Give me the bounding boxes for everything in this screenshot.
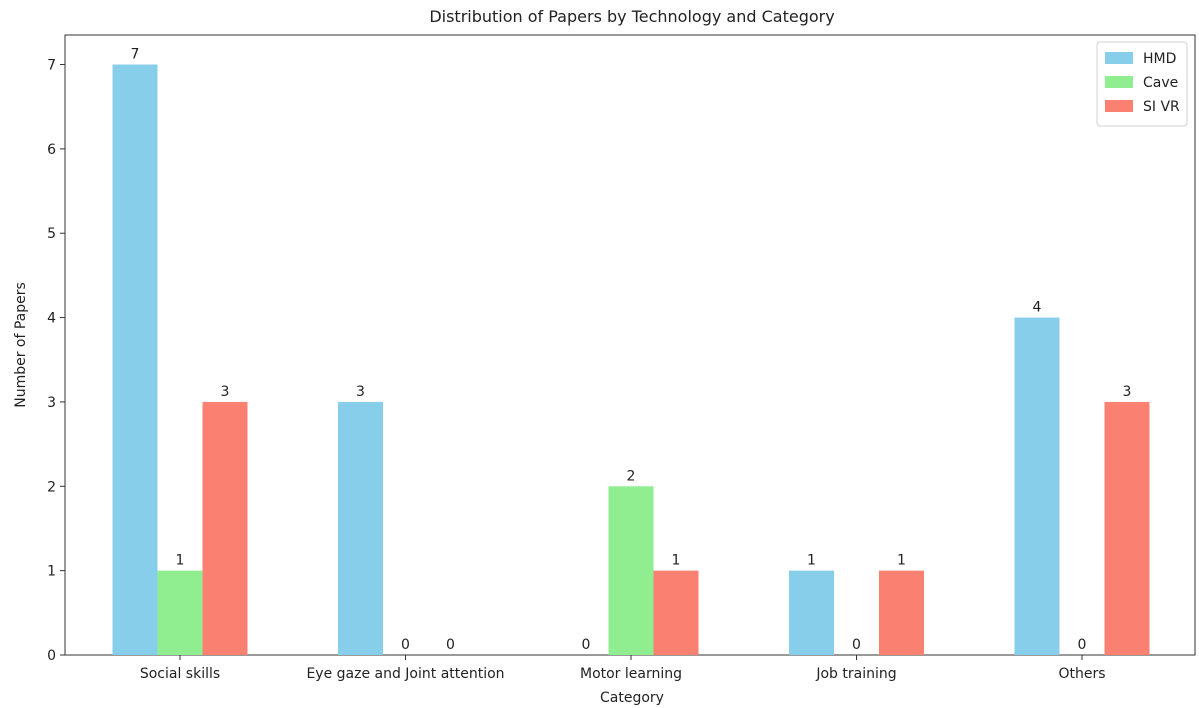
- bar-si-vr: [879, 570, 924, 655]
- y-tick-label: 1: [47, 564, 56, 580]
- y-tick-label: 3: [47, 395, 56, 411]
- y-tick-label: 4: [47, 311, 56, 327]
- legend-label: Cave: [1143, 75, 1178, 91]
- legend-label: HMD: [1143, 51, 1176, 67]
- data-label: 3: [221, 384, 230, 400]
- bar-cave: [608, 486, 654, 655]
- data-label: 2: [627, 468, 636, 484]
- data-label: 1: [807, 553, 816, 569]
- y-tick-label: 6: [47, 142, 56, 158]
- data-label: 0: [1078, 637, 1087, 653]
- bar-hmd: [112, 64, 158, 656]
- chart-title: Distribution of Papers by Technology and…: [429, 7, 834, 26]
- data-label: 7: [131, 47, 140, 63]
- x-tick-label: Job training: [815, 666, 896, 682]
- legend-swatch: [1105, 76, 1133, 88]
- data-label: 0: [401, 637, 410, 653]
- x-tick-label: Eye gaze and Joint attention: [306, 666, 504, 682]
- x-axis-label: Category: [600, 690, 664, 706]
- bar-si-vr: [653, 570, 699, 655]
- data-label: 0: [582, 637, 591, 653]
- legend: HMD Cave SI VR: [1096, 41, 1188, 127]
- bar-si-vr: [202, 401, 248, 655]
- y-tick-label: 7: [47, 58, 56, 74]
- bar-si-vr: [1104, 401, 1150, 655]
- bar-hmd: [1014, 317, 1060, 655]
- data-label: 0: [446, 637, 455, 653]
- x-tick-label: Social skills: [140, 666, 220, 682]
- legend-swatch: [1105, 52, 1133, 64]
- y-tick-label: 5: [47, 226, 56, 242]
- y-tick-label: 2: [47, 479, 56, 495]
- x-tick-label: Motor learning: [580, 666, 682, 682]
- data-label: 3: [1123, 384, 1132, 400]
- data-label: 0: [852, 637, 861, 653]
- legend-label: SI VR: [1143, 99, 1180, 115]
- data-label: 3: [356, 384, 365, 400]
- y-axis-label: Number of Papers: [13, 282, 29, 408]
- y-tick-label: 0: [47, 648, 56, 664]
- legend-swatch: [1105, 100, 1133, 112]
- plot-area: 0 1 2 3 4 5 6 7 Social skills 7 1 3 Eye gaze and Joi…: [47, 34, 1196, 682]
- data-label: 4: [1033, 300, 1042, 316]
- bar-hmd: [789, 570, 834, 655]
- bar-cave: [157, 570, 203, 655]
- data-label: 1: [897, 553, 906, 569]
- data-label: 1: [672, 553, 681, 569]
- x-tick-label: Others: [1058, 666, 1105, 682]
- data-label: 1: [176, 553, 185, 569]
- bar-hmd: [338, 401, 383, 655]
